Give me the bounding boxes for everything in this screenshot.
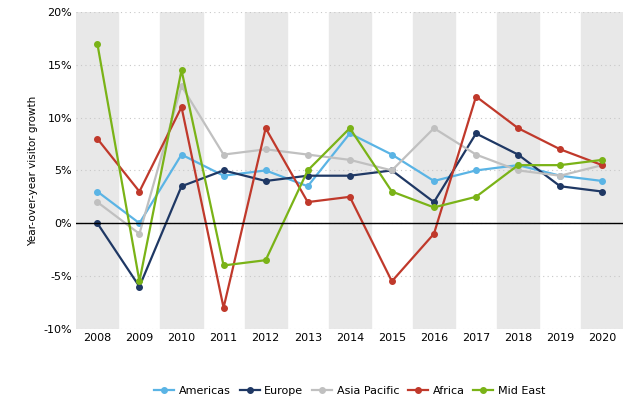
Africa: [346, 194, 354, 199]
Americas: [93, 189, 101, 194]
Africa: [556, 147, 564, 152]
Asia Pacific: [472, 152, 480, 157]
Asia Pacific: [177, 83, 185, 88]
Africa: [430, 231, 438, 236]
Bar: [413, 12, 455, 329]
Africa: [220, 305, 228, 310]
Europe: [598, 189, 606, 194]
Line: Americas: Americas: [95, 131, 605, 226]
Americas: [430, 178, 438, 183]
Europe: [515, 152, 522, 157]
Asia Pacific: [388, 168, 396, 173]
Asia Pacific: [515, 168, 522, 173]
Asia Pacific: [135, 231, 143, 236]
Europe: [93, 221, 101, 226]
Americas: [598, 178, 606, 183]
Line: Asia Pacific: Asia Pacific: [95, 83, 605, 237]
Mid East: [346, 126, 354, 131]
Asia Pacific: [93, 200, 101, 205]
Asia Pacific: [346, 158, 354, 162]
Europe: [220, 168, 228, 173]
Bar: [160, 12, 202, 329]
Americas: [346, 131, 354, 136]
Africa: [135, 189, 143, 194]
Mid East: [304, 168, 312, 173]
Europe: [556, 184, 564, 189]
Americas: [515, 163, 522, 168]
Americas: [135, 221, 143, 226]
Africa: [388, 279, 396, 284]
Line: Europe: Europe: [95, 131, 605, 290]
Line: Africa: Africa: [95, 94, 605, 310]
Asia Pacific: [262, 147, 270, 152]
Americas: [556, 173, 564, 178]
Asia Pacific: [220, 152, 228, 157]
Europe: [430, 200, 438, 205]
Asia Pacific: [598, 163, 606, 168]
Africa: [262, 126, 270, 131]
Line: Mid East: Mid East: [95, 41, 605, 284]
Africa: [304, 200, 312, 205]
Bar: [76, 12, 118, 329]
Legend: Americas, Europe, Asia Pacific, Africa, Mid East: Americas, Europe, Asia Pacific, Africa, …: [150, 382, 550, 401]
Europe: [304, 173, 312, 178]
Americas: [262, 168, 270, 173]
Mid East: [430, 205, 438, 210]
Europe: [346, 173, 354, 178]
Americas: [388, 152, 396, 157]
Americas: [472, 168, 480, 173]
Europe: [135, 284, 143, 289]
Bar: [329, 12, 371, 329]
Africa: [177, 105, 185, 109]
Mid East: [556, 163, 564, 168]
Y-axis label: Year-over-year visitor growth: Year-over-year visitor growth: [28, 95, 38, 245]
Bar: [497, 12, 539, 329]
Asia Pacific: [304, 152, 312, 157]
Asia Pacific: [556, 173, 564, 178]
Africa: [93, 136, 101, 141]
Mid East: [93, 41, 101, 46]
Mid East: [177, 68, 185, 73]
Mid East: [220, 263, 228, 268]
Mid East: [135, 279, 143, 284]
Mid East: [472, 194, 480, 199]
Mid East: [262, 258, 270, 263]
Europe: [388, 168, 396, 173]
Mid East: [388, 189, 396, 194]
Africa: [598, 163, 606, 168]
Africa: [515, 126, 522, 131]
Europe: [177, 184, 185, 189]
Americas: [177, 152, 185, 157]
Americas: [304, 184, 312, 189]
Bar: [245, 12, 287, 329]
Europe: [472, 131, 480, 136]
Americas: [220, 173, 228, 178]
Mid East: [515, 163, 522, 168]
Mid East: [598, 158, 606, 162]
Europe: [262, 178, 270, 183]
Asia Pacific: [430, 126, 438, 131]
Africa: [472, 94, 480, 99]
Bar: [581, 12, 623, 329]
